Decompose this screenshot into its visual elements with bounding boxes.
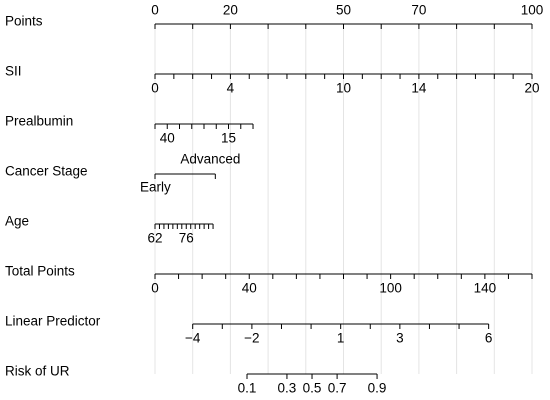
tick-label: 40: [242, 281, 257, 296]
tick-label: 0.3: [278, 381, 297, 396]
tick-label: 0: [151, 3, 159, 18]
tick-label: 4: [227, 81, 235, 96]
row-label: Risk of UR: [5, 364, 70, 379]
row-label: Cancer Stage: [5, 164, 88, 179]
row-label: Total Points: [5, 264, 75, 279]
row-label: Prealbumin: [5, 114, 73, 129]
tick-label: 62: [147, 231, 162, 246]
tick-label: 6: [485, 331, 493, 346]
tick-label: 0.7: [328, 381, 347, 396]
tick-label: 10: [336, 81, 351, 96]
row-label: Linear Predictor: [5, 314, 101, 329]
tick-label: 0: [151, 81, 159, 96]
tick-label: 20: [223, 3, 238, 18]
tick-label: 0: [151, 281, 159, 296]
row-label: Points: [5, 14, 43, 29]
tick-label: 50: [336, 3, 351, 18]
tick-label: 14: [411, 81, 427, 96]
tick-label: −4: [185, 331, 201, 346]
tick-label: 70: [411, 3, 426, 18]
row-label: SII: [5, 64, 22, 79]
tick-label: Early: [140, 180, 171, 195]
tick-label: −2: [244, 331, 259, 346]
tick-label: 100: [521, 3, 544, 18]
tick-label: 140: [474, 281, 497, 296]
tick-label: 3: [396, 331, 404, 346]
tick-label: 0.1: [238, 381, 257, 396]
tick-label: 76: [179, 231, 194, 246]
tick-label: 40: [160, 131, 175, 146]
tick-label: 1: [337, 331, 345, 346]
tick-label: 0.9: [368, 381, 387, 396]
row-label: Age: [5, 214, 29, 229]
tick-label: 100: [379, 281, 402, 296]
tick-label: Advanced: [180, 152, 240, 167]
tick-label: 20: [524, 81, 539, 96]
tick-label: 0.5: [303, 381, 322, 396]
tick-label: 15: [221, 131, 236, 146]
